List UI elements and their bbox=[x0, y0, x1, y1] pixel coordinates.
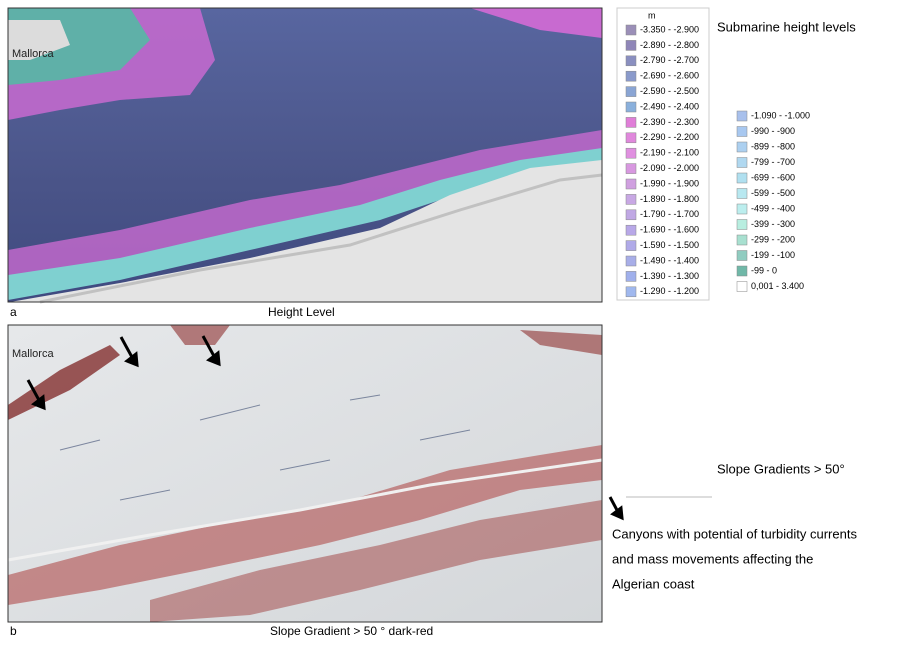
legend-label: -399 - -300 bbox=[751, 219, 795, 229]
legend-label: -1.590 - -1.500 bbox=[640, 240, 699, 250]
legend-swatch bbox=[737, 189, 747, 199]
legend-label: -599 - -500 bbox=[751, 188, 795, 198]
panel-caption: Slope Gradient > 50 ° dark-red bbox=[270, 624, 433, 638]
legend-label: -2.290 - -2.200 bbox=[640, 132, 699, 142]
legend-label: -2.090 - -2.000 bbox=[640, 163, 699, 173]
panel-caption: Height Level bbox=[268, 305, 335, 319]
legend-label: -499 - -400 bbox=[751, 203, 795, 213]
legend-label: -2.390 - -2.300 bbox=[640, 117, 699, 127]
legend-swatch bbox=[737, 266, 747, 276]
legend-column: -1.090 - -1.000 -990 - -900 -899 - -800 -79… bbox=[737, 110, 810, 291]
slope-legend-title: Slope Gradients > 50° bbox=[717, 461, 845, 476]
map-b: Mallorca bbox=[8, 325, 602, 622]
legend-label: -1.890 - -1.800 bbox=[640, 194, 699, 204]
legend-swatch bbox=[737, 282, 747, 292]
legend-swatch bbox=[626, 117, 636, 127]
legend-swatch bbox=[737, 111, 747, 121]
legend-swatch bbox=[626, 287, 636, 297]
legend-label: -1.290 - -1.200 bbox=[640, 286, 699, 296]
legend-label: -99 - 0 bbox=[751, 265, 777, 275]
legend-swatch bbox=[626, 56, 636, 66]
legend-label: -1.390 - -1.300 bbox=[640, 271, 699, 281]
place-label: Mallorca bbox=[12, 48, 54, 60]
legend-swatch bbox=[737, 158, 747, 168]
legend-swatch bbox=[626, 241, 636, 251]
legend-label: -1.490 - -1.400 bbox=[640, 255, 699, 265]
legend-label: -899 - -800 bbox=[751, 141, 795, 151]
legend-swatch bbox=[626, 194, 636, 204]
legend-swatch bbox=[626, 148, 636, 158]
legend-swatch bbox=[626, 71, 636, 81]
legend-swatch bbox=[626, 102, 636, 112]
legend-label: -1.090 - -1.000 bbox=[751, 110, 810, 120]
legend-unit: m bbox=[648, 10, 656, 20]
legend-label: -2.190 - -2.100 bbox=[640, 148, 699, 158]
legend-label: -2.790 - -2.700 bbox=[640, 55, 699, 65]
legend-swatch bbox=[626, 87, 636, 97]
panel-letter: b bbox=[10, 624, 17, 638]
legend-label: -1.990 - -1.900 bbox=[640, 178, 699, 188]
panel-letter: a bbox=[10, 305, 17, 319]
legend-swatch bbox=[626, 256, 636, 266]
legend-label: -2.590 - -2.500 bbox=[640, 86, 699, 96]
legend-swatch bbox=[626, 25, 636, 35]
legend-label: -990 - -900 bbox=[751, 126, 795, 136]
legend-label: -1.790 - -1.700 bbox=[640, 209, 699, 219]
legend-label: -299 - -200 bbox=[751, 234, 795, 244]
legend-swatch bbox=[737, 220, 747, 230]
legend-label: -1.690 - -1.600 bbox=[640, 225, 699, 235]
legend-label: -2.490 - -2.400 bbox=[640, 101, 699, 111]
note-line: and mass movements affecting the bbox=[612, 551, 813, 566]
legend-label: -2.690 - -2.600 bbox=[640, 71, 699, 81]
legend-swatch bbox=[737, 251, 747, 261]
legend-swatch bbox=[626, 225, 636, 235]
legend-label: -199 - -100 bbox=[751, 250, 795, 260]
legend-swatch bbox=[737, 235, 747, 245]
arrow-note: Canyons with potential of turbidity curr… bbox=[612, 526, 857, 591]
legend-swatch bbox=[737, 127, 747, 137]
legend-swatch bbox=[737, 173, 747, 183]
legend-label: -3.350 - -2.900 bbox=[640, 24, 699, 34]
note-line: Algerian coast bbox=[612, 576, 695, 591]
legend-label: -2.890 - -2.800 bbox=[640, 40, 699, 50]
figure: Mallorca a Height Level m Submarine heig… bbox=[0, 0, 899, 641]
legend-swatch bbox=[626, 179, 636, 189]
legend-swatch bbox=[626, 210, 636, 220]
legend-swatch bbox=[626, 133, 636, 143]
legend-swatch bbox=[626, 40, 636, 50]
map-a: Mallorca bbox=[8, 8, 602, 302]
legend-swatch bbox=[737, 142, 747, 152]
legend-label: 0,001 - 3.400 bbox=[751, 281, 804, 291]
legend-label: -699 - -600 bbox=[751, 172, 795, 182]
legend-title: Submarine height levels bbox=[717, 19, 856, 34]
legend-swatch bbox=[626, 164, 636, 174]
legend-swatch bbox=[737, 204, 747, 214]
note-line: Canyons with potential of turbidity curr… bbox=[612, 526, 857, 541]
place-label: Mallorca bbox=[12, 348, 54, 360]
legend-label: -799 - -700 bbox=[751, 157, 795, 167]
legend-swatch bbox=[626, 271, 636, 281]
arrow-icon bbox=[610, 497, 622, 518]
